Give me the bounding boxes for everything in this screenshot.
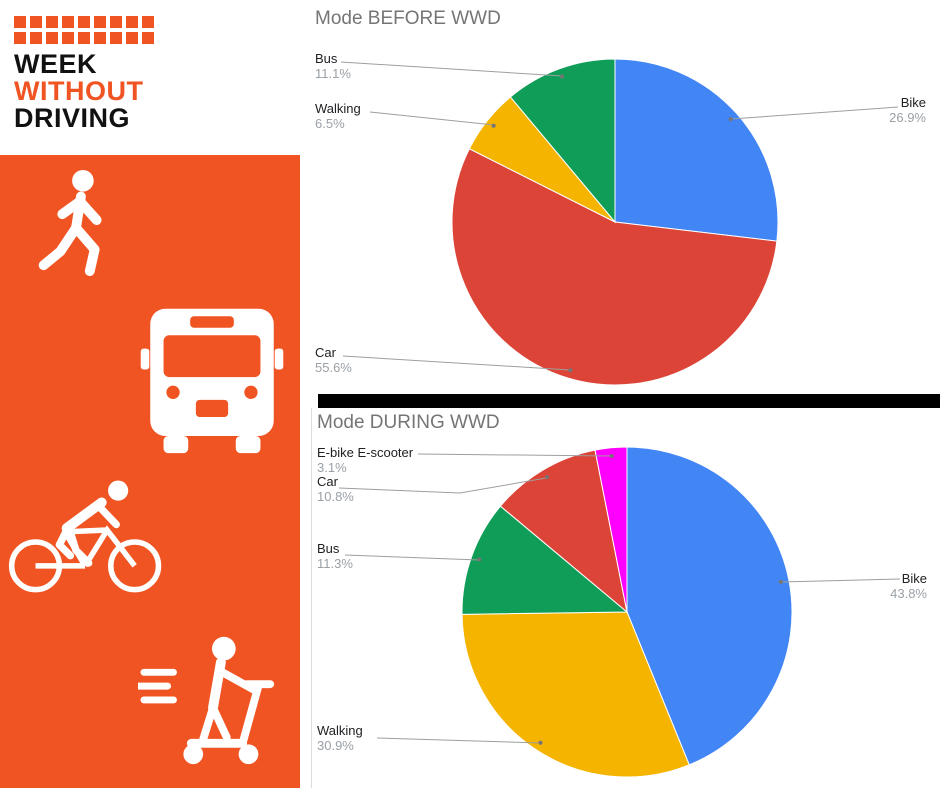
pie-slice-e-bike-e-scooter[interactable] <box>594 446 628 613</box>
label-bike: Bike 26.9% <box>889 95 926 125</box>
leader-line-car <box>342 355 571 371</box>
slice-anchor-e-bike-e-scooter <box>609 454 614 458</box>
logo-squares <box>14 16 154 44</box>
leader-line-bike <box>780 578 901 583</box>
label-walking: Walking 30.9% <box>317 723 363 753</box>
label-bike: Bike 43.8% <box>890 571 927 601</box>
chart-title-before: Mode BEFORE WWD <box>315 8 501 29</box>
pie-during-canvas <box>338 446 901 778</box>
logo-square <box>94 32 106 44</box>
logo-text-week: WEEK <box>14 49 97 79</box>
leader-lines <box>338 453 901 744</box>
logo-text-driving: DRIVING <box>14 103 131 133</box>
leader-line-car <box>338 477 547 494</box>
logo-square <box>126 16 138 28</box>
slice-anchor-bus <box>477 557 482 562</box>
bus-icon <box>138 303 286 455</box>
label-car: Car 10.8% <box>317 474 354 504</box>
pie-slice-car[interactable] <box>451 148 778 386</box>
leader-line-bus <box>340 61 563 77</box>
logo-square <box>94 16 106 28</box>
chart-title-during: Mode DURING WWD <box>317 412 500 433</box>
divider-bar <box>318 394 940 408</box>
slice-anchor-bike <box>778 579 783 584</box>
slice-anchor-car <box>568 368 573 373</box>
leader-line-walking <box>369 111 495 126</box>
slice-anchor-bike <box>728 117 733 122</box>
leader-line-ebike <box>417 453 612 457</box>
wwd-logo: WEEK WITHOUT DRIVING <box>14 16 154 132</box>
leader-line-bus <box>344 554 480 561</box>
pie-before-canvas <box>340 58 899 386</box>
label-car: Car 55.6% <box>315 345 352 375</box>
slice-anchor-car <box>545 475 550 480</box>
logo-square <box>14 32 26 44</box>
leader-line-walking <box>376 737 542 744</box>
pie-slice-bus[interactable] <box>461 505 629 615</box>
slice-anchor-walking <box>491 123 496 128</box>
logo-square <box>30 16 42 28</box>
label-ebike-escooter: E-bike E-scooter 3.1% <box>317 445 414 475</box>
label-bus: Bus 11.3% <box>317 541 353 571</box>
logo-square <box>142 32 154 44</box>
label-bus: Bus 11.1% <box>315 51 351 81</box>
orange-side-panel <box>0 155 300 788</box>
logo-square <box>78 32 90 44</box>
logo-square <box>110 32 122 44</box>
label-walking: Walking 6.5% <box>315 101 361 131</box>
logo-square <box>110 16 122 28</box>
logo-square <box>30 32 42 44</box>
kick-scooter-icon <box>138 620 286 770</box>
logo-square <box>126 32 138 44</box>
pie-chart-before: Mode BEFORE WWD Bus 11.1% Walking 6.5% C… <box>310 0 940 394</box>
walking-person-icon <box>32 169 124 277</box>
logo-square <box>78 16 90 28</box>
pie-slice-bike[interactable] <box>614 58 779 242</box>
logo-text-without: WITHOUT <box>14 76 144 106</box>
pie-slice-car[interactable] <box>499 449 628 614</box>
cyclist-icon <box>8 475 164 597</box>
slice-anchor-bus <box>560 74 565 79</box>
pie-chart-during: Mode DURING WWD E-bike E-scooter 3.1% Ca… <box>311 408 940 788</box>
pie-slice-bus[interactable] <box>509 58 616 224</box>
leader-line-bike <box>730 106 899 120</box>
logo-square <box>62 16 74 28</box>
logo-square <box>142 16 154 28</box>
leader-lines <box>340 61 899 371</box>
logo-square <box>46 16 58 28</box>
pie-slice-walking[interactable] <box>461 611 690 778</box>
logo-square <box>14 16 26 28</box>
slice-anchor-walking <box>538 740 543 745</box>
pie-slice-bike[interactable] <box>626 446 793 766</box>
logo-square <box>62 32 74 44</box>
logo-square <box>46 32 58 44</box>
